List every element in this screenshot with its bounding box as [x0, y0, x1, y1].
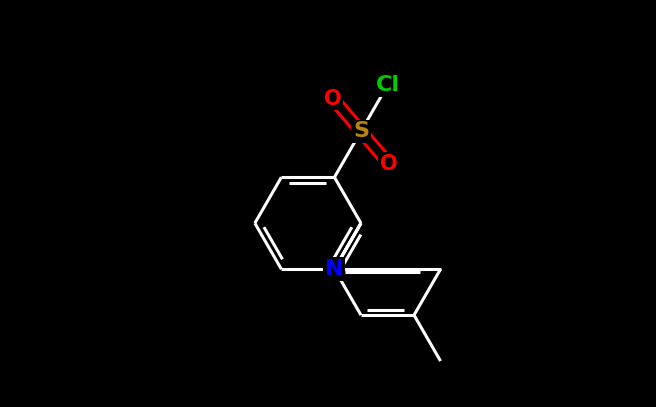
Text: O: O — [324, 89, 342, 109]
Text: O: O — [380, 154, 398, 174]
Text: S: S — [353, 121, 369, 141]
Text: N: N — [325, 259, 344, 279]
Text: Cl: Cl — [375, 75, 400, 95]
